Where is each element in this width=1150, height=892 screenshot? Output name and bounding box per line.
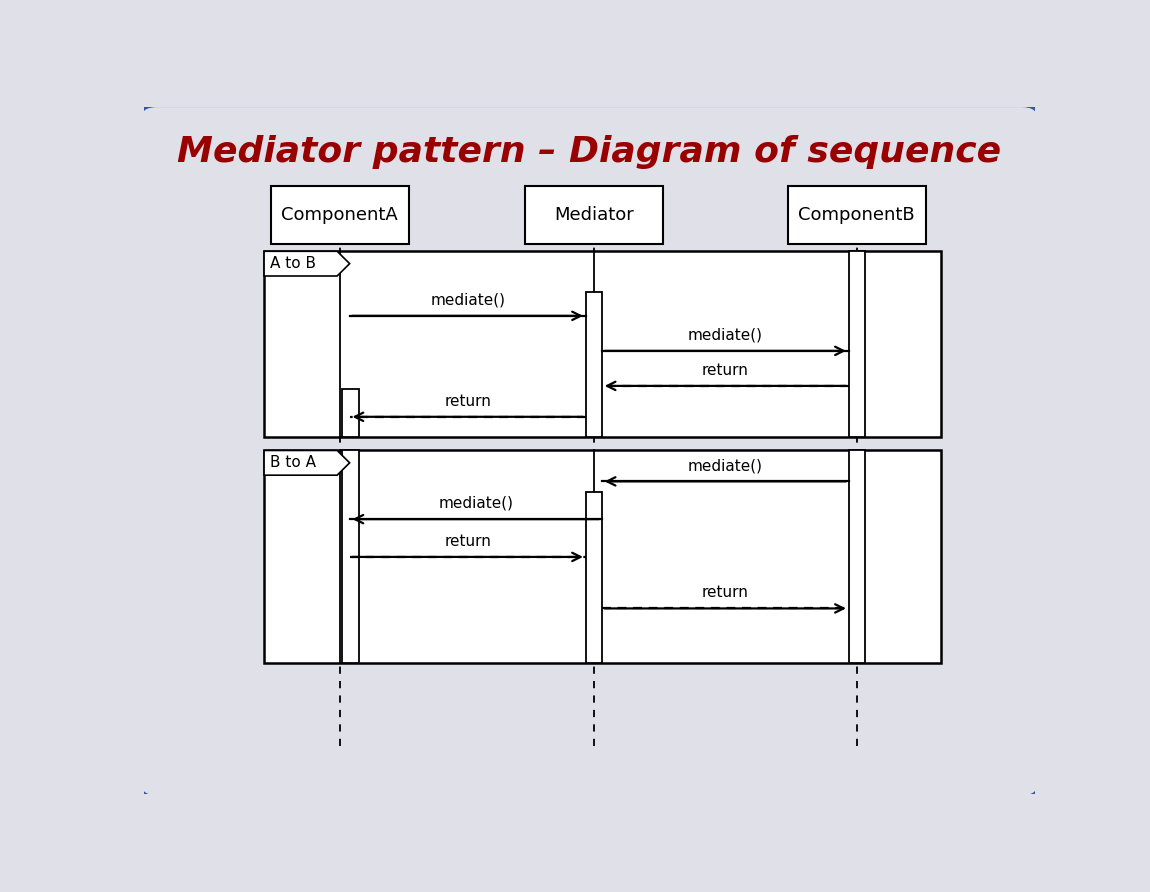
Text: return: return: [444, 533, 491, 549]
Polygon shape: [264, 252, 350, 276]
Text: return: return: [702, 363, 749, 377]
FancyBboxPatch shape: [343, 389, 359, 437]
Text: B to A: B to A: [270, 455, 316, 470]
FancyBboxPatch shape: [264, 252, 942, 437]
Text: return: return: [702, 585, 749, 600]
Text: Mediator pattern – Diagram of sequence: Mediator pattern – Diagram of sequence: [177, 135, 1002, 169]
FancyBboxPatch shape: [849, 450, 865, 664]
Text: mediate(): mediate(): [688, 327, 762, 343]
FancyBboxPatch shape: [343, 450, 359, 664]
Text: mediate(): mediate(): [438, 496, 513, 511]
FancyBboxPatch shape: [585, 293, 601, 437]
FancyBboxPatch shape: [139, 105, 1040, 797]
FancyBboxPatch shape: [524, 186, 662, 244]
Polygon shape: [264, 450, 350, 475]
Text: ComponentB: ComponentB: [798, 206, 915, 224]
Text: mediate(): mediate(): [688, 458, 762, 473]
FancyBboxPatch shape: [788, 186, 926, 244]
Text: Mediator: Mediator: [554, 206, 634, 224]
Text: return: return: [444, 393, 491, 409]
FancyBboxPatch shape: [849, 252, 865, 437]
FancyBboxPatch shape: [585, 491, 601, 664]
FancyBboxPatch shape: [270, 186, 409, 244]
Text: A to B: A to B: [270, 256, 316, 271]
FancyBboxPatch shape: [264, 450, 942, 664]
Text: ComponentA: ComponentA: [282, 206, 398, 224]
Text: mediate(): mediate(): [430, 293, 505, 308]
